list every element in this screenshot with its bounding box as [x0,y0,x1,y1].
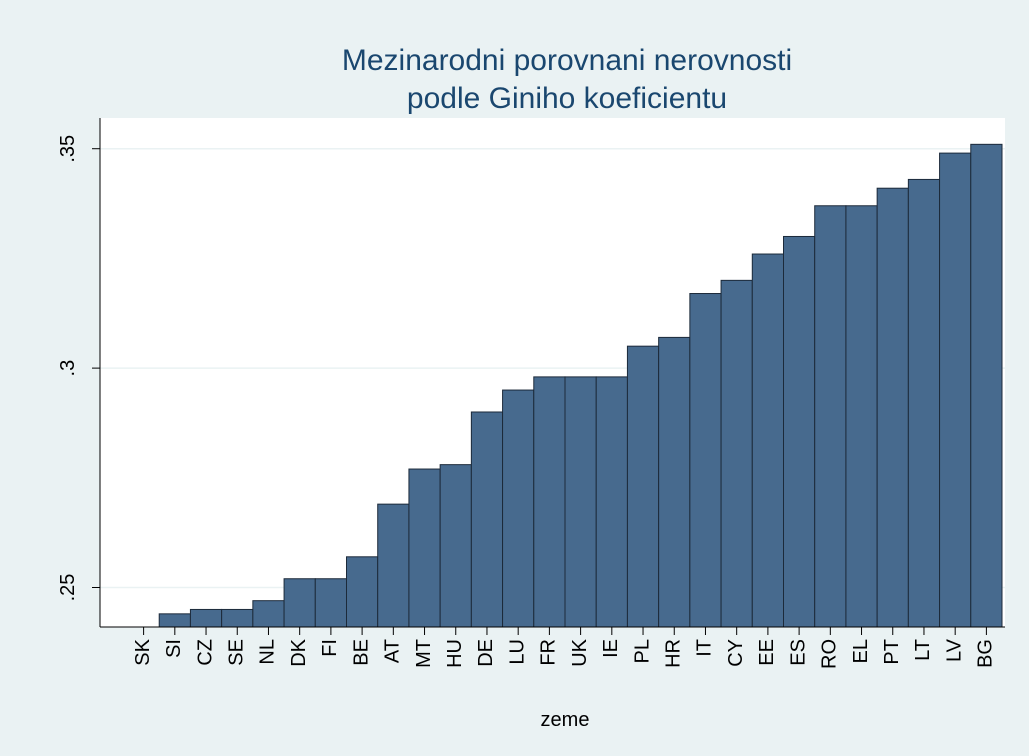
bar [314,578,347,627]
x-tick-label: CZ [194,639,216,666]
bar [845,205,878,627]
bar [252,600,285,627]
x-tick-label: HR [663,639,685,668]
bar [783,235,816,627]
bar [876,187,909,627]
x-tick-label: SI [163,639,185,658]
bar [970,143,1003,627]
bar [720,279,753,627]
bar [158,613,191,627]
x-tick-label: DE [475,639,497,667]
x-tick-label: LV [943,638,965,662]
x-tick-label: PT [881,639,903,665]
x-tick-label: RO [819,639,841,669]
x-tick-label: IE [600,639,622,658]
y-tick-label: .3 [57,360,79,377]
x-tick-label: AT [382,639,404,663]
bar [189,608,223,627]
x-tick-label: BG [975,639,997,668]
x-tick-label: MT [413,639,435,668]
bar [907,178,941,627]
x-tick-label: HU [444,639,466,668]
bar [564,376,597,627]
x-tick-label: ES [787,639,809,666]
x-tick-label: EL [850,639,872,663]
x-tick-label: PL [631,639,653,663]
x-axis-label: zeme [541,709,590,731]
bar [658,336,691,627]
x-tick-label: LT [912,639,934,661]
bar [595,376,628,627]
x-tick-label: EE [756,639,778,666]
x-tick-label: FR [538,639,560,666]
bar [502,389,535,627]
bar [408,468,441,627]
x-tick-label: FI [319,639,341,657]
x-tick-label: BE [350,639,372,666]
bar [221,608,254,627]
x-tick-label: DK [288,638,310,666]
bar [533,376,566,627]
bar [939,152,972,627]
bar [470,411,504,627]
bar [377,503,410,627]
x-tick-label: CY [725,639,747,667]
chart-title: podle Giniho koeficientu [407,82,727,115]
x-tick-label: SE [226,639,248,666]
x-tick-label: LU [506,639,528,665]
x-tick-label: UK [569,638,591,666]
y-tick-label: .35 [57,135,79,163]
bar [283,578,316,627]
bar [814,205,847,627]
bar [439,464,472,627]
bar [751,253,784,627]
x-tick-label: SK [132,638,154,665]
x-tick-label: NL [257,639,279,665]
bar [346,556,379,627]
bar [626,345,660,627]
y-tick-label: .25 [57,574,79,602]
chart-title: Mezinarodni porovnani nerovnosti [342,44,792,77]
bar [689,293,722,627]
x-tick-label: IT [694,639,716,657]
